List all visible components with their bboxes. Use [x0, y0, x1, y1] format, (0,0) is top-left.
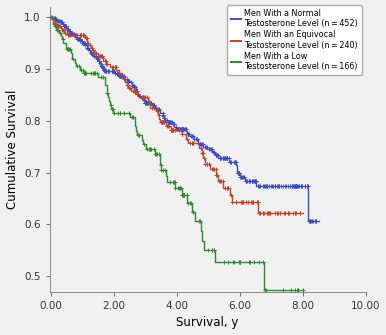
Legend: Men With a Normal
Testosterone Level (n = 452), Men With an Equivocal
Testostero: Men With a Normal Testosterone Level (n … — [227, 5, 362, 75]
X-axis label: Survival, y: Survival, y — [176, 317, 239, 329]
Y-axis label: Cumulative Survival: Cumulative Survival — [5, 89, 19, 209]
